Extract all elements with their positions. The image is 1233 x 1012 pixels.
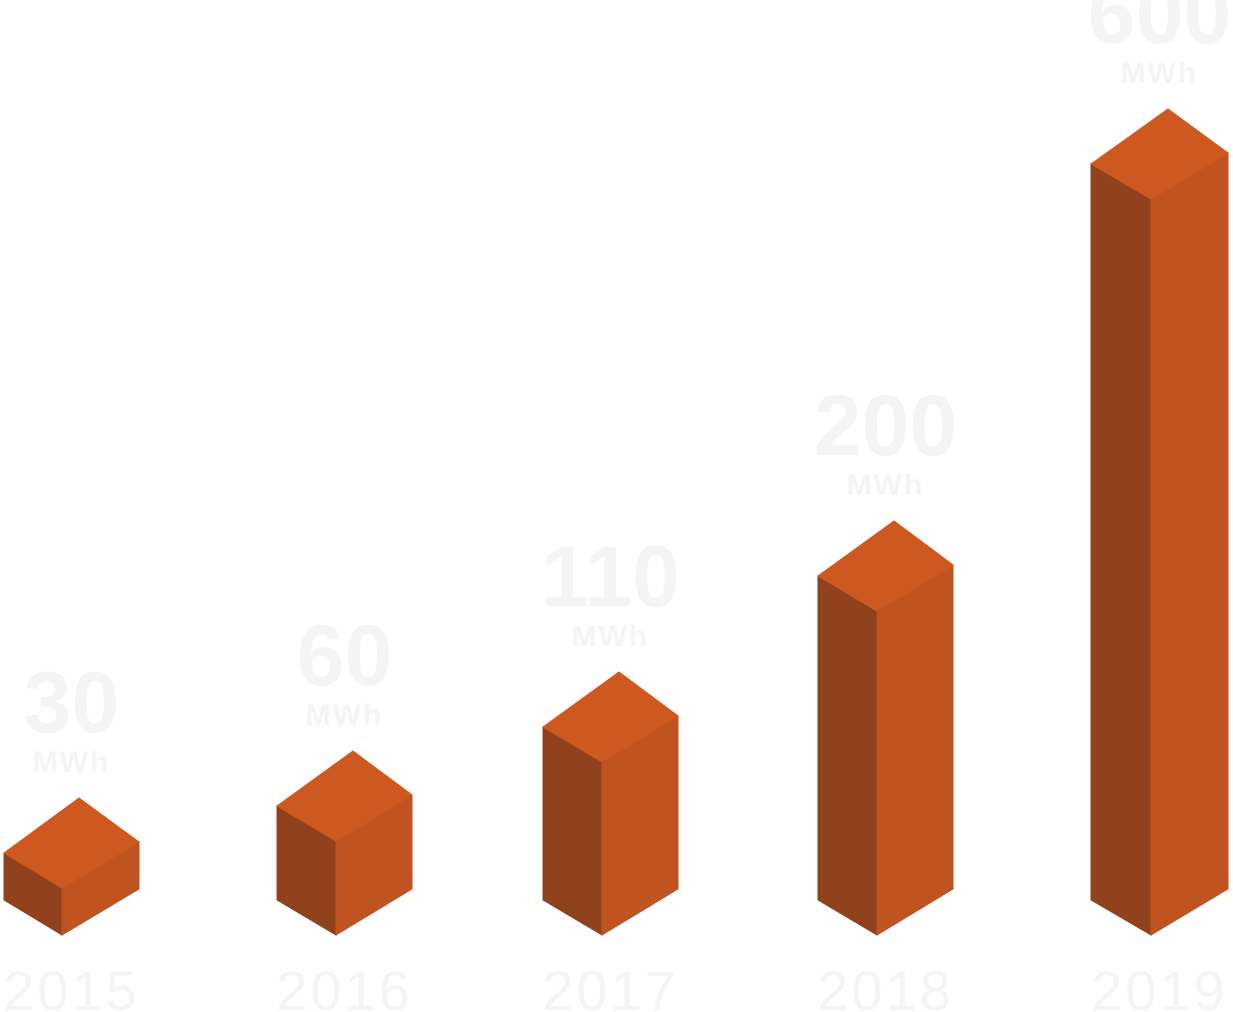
- category-label: 2015: [3, 959, 140, 1012]
- bar-side-face: [817, 575, 878, 936]
- unit-label: MWh: [847, 469, 925, 502]
- bar-front-face: [876, 564, 954, 936]
- bar-2015: [3, 797, 140, 936]
- bar-side-face: [1090, 163, 1152, 936]
- bar-front-face: [1150, 152, 1229, 936]
- category-label: 2016: [276, 959, 413, 1012]
- value-label: 60: [297, 608, 393, 704]
- unit-label: MWh: [33, 746, 111, 779]
- bar-2016: [276, 750, 413, 936]
- bar-top-face: [817, 520, 954, 612]
- bar-top-face: [1090, 108, 1229, 200]
- unit-label: MWh: [1121, 57, 1199, 90]
- value-label: 200: [814, 378, 958, 474]
- value-label: 110: [541, 529, 680, 625]
- category-label: 2019: [1091, 959, 1228, 1012]
- unit-label: MWh: [306, 699, 384, 732]
- bar-top-face: [542, 671, 679, 763]
- value-label: 30: [24, 655, 120, 751]
- bar-2017: [542, 671, 679, 936]
- bar-2019: [1090, 108, 1229, 936]
- bar-side-face: [542, 726, 603, 936]
- unit-label: MWh: [572, 620, 650, 653]
- category-label: 2018: [817, 959, 954, 1012]
- bar-top-face: [3, 797, 140, 889]
- bar-2018: [817, 520, 954, 936]
- value-label: 600: [1088, 0, 1232, 62]
- category-label: 2017: [542, 959, 679, 1012]
- bar-top-face: [276, 750, 413, 842]
